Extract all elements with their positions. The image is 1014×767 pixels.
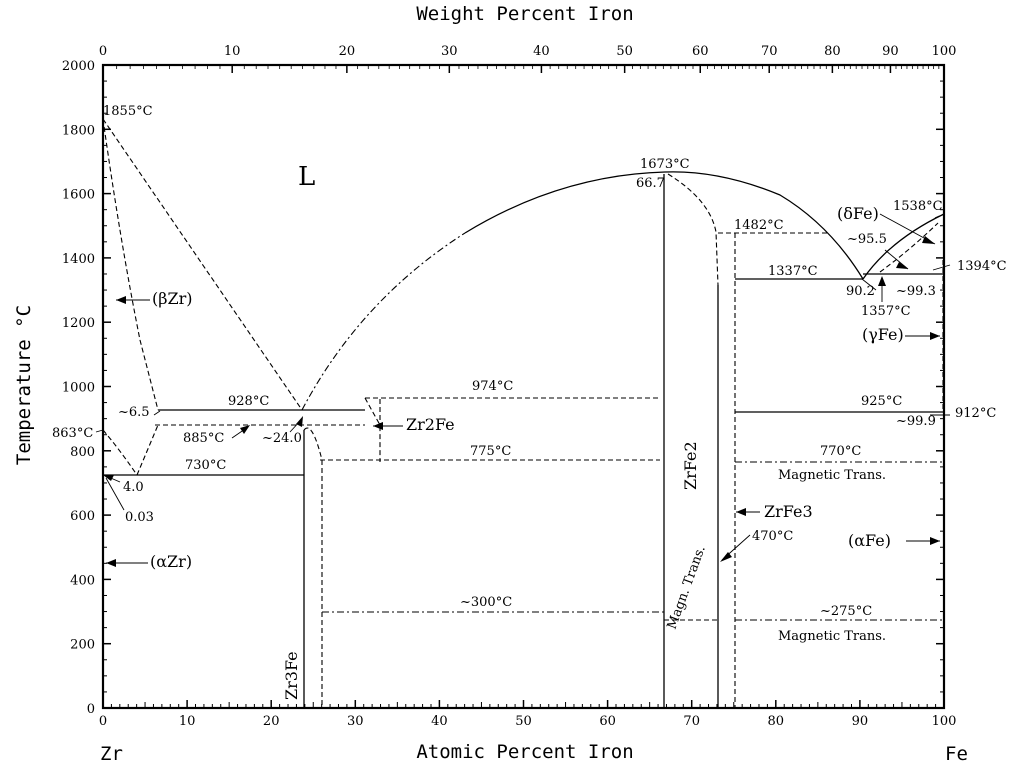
y-tick-label: 800 (70, 445, 95, 460)
top-tick-label: 70 (761, 44, 778, 59)
y-tick-label: 400 (70, 573, 95, 588)
label-300: ~300°C (460, 595, 512, 610)
y-tick-label: 1200 (62, 316, 95, 331)
phase-delta-fe: (δFe) (837, 204, 879, 223)
label-66-7: 66.7 (636, 176, 665, 191)
label-95-5: ~95.5 (847, 232, 887, 247)
top-tick-label: 0 (99, 44, 107, 59)
top-axis-title: Weight Percent Iron (416, 3, 633, 25)
top-tick-label: 30 (441, 44, 458, 59)
top-tick-label: 100 (932, 44, 957, 59)
right-element-label: Fe (945, 743, 968, 765)
y-tick-label: 600 (70, 509, 95, 524)
zr-liquidus (102, 118, 303, 411)
y-tick-label: 0 (87, 702, 95, 717)
zr3fe-top (303, 427, 323, 461)
label-99-3: ~99.3 (896, 284, 936, 299)
label-928: 928°C (228, 394, 269, 409)
phase-beta-zr: (βZr) (152, 289, 193, 308)
beta-zr-eutectoid (136, 424, 159, 476)
phase-gamma-fe: (γFe) (862, 325, 904, 344)
label-1482: 1482°C (734, 218, 784, 233)
label-770: 770°C (820, 444, 861, 459)
left-element-label: Zr (100, 743, 123, 765)
phase-zrfe3: ZrFe3 (764, 502, 813, 521)
annotations: 1855°C 1673°C 66.7 1482°C 1538°C ~95.5 1… (52, 104, 1007, 644)
label-775: 775°C (470, 444, 511, 459)
top-tick-label: 80 (824, 44, 841, 59)
label-1357: 1357°C (861, 304, 911, 319)
label-4-0: 4.0 (123, 480, 144, 495)
label-1855: 1855°C (103, 104, 153, 119)
label-974: 974°C (472, 379, 513, 394)
x-tick-label: 10 (179, 714, 196, 729)
label-90-2: 90.2 (846, 284, 875, 299)
phase-alpha-zr: (αZr) (150, 552, 192, 571)
x-tick-label: 90 (852, 714, 869, 729)
label-1673: 1673°C (640, 157, 690, 172)
label-magnetic-trans-upper: Magnetic Trans. (778, 468, 886, 483)
label-24-0: ~24.0 (262, 431, 302, 446)
y-tick-label: 1400 (62, 252, 95, 267)
x-tick-label: 40 (431, 714, 448, 729)
phase-boundaries (102, 118, 945, 708)
beta-zr-solidus (102, 118, 159, 411)
label-1394: 1394°C (957, 259, 1007, 274)
top-tick-label: 60 (692, 44, 709, 59)
label-magn-trans-zrfe2: Magn. Trans. (665, 544, 709, 632)
top-tick-label: 90 (882, 44, 899, 59)
label-275: ~275°C (820, 604, 872, 619)
x-tick-label: 80 (768, 714, 785, 729)
label-99-9: ~99.9 (896, 414, 936, 429)
leader-arrows (95, 213, 951, 567)
label-1337: 1337°C (768, 264, 818, 279)
x-tick-label: 0 (99, 714, 107, 729)
delta-fe-solidus (879, 213, 945, 273)
liquidus-left-dashed (301, 232, 466, 411)
x-tick-label: 100 (932, 714, 957, 729)
label-730: 730°C (185, 458, 226, 473)
label-912: 912°C (955, 406, 996, 421)
label-885: 885°C (183, 431, 224, 446)
phase-alpha-fe: (αFe) (848, 531, 891, 550)
beta-zr-lower (102, 429, 138, 476)
y-tick-label: 200 (70, 638, 95, 653)
zrfe2-right-boundary (667, 173, 719, 286)
x-tick-label: 30 (347, 714, 364, 729)
delta-fe-liquidus (862, 213, 945, 280)
label-1538: 1538°C (893, 199, 943, 214)
bottom-axis-title: Atomic Percent Iron (416, 741, 633, 763)
y-tick-label: 1600 (62, 188, 95, 203)
phase-zrfe2: ZrFe2 (681, 441, 700, 490)
label-0-03: 0.03 (125, 510, 154, 525)
x-tick-label: 70 (683, 714, 700, 729)
x-tick-label: 60 (599, 714, 616, 729)
top-tick-label: 20 (339, 44, 356, 59)
axis-ticks: 0 10 20 30 40 50 60 70 80 90 1000 10 20 30 40 50 60 70 80 9… (62, 44, 957, 729)
phase-liquid: L (298, 162, 315, 192)
y-tick-label: 1000 (62, 381, 95, 396)
x-tick-label: 50 (515, 714, 532, 729)
liquidus-dome (464, 171, 864, 280)
phase-zr3fe: Zr3Fe (282, 651, 301, 700)
y-tick-label: 2000 (62, 59, 95, 74)
y-tick-label: 1800 (62, 123, 95, 138)
zr2fe-region (364, 397, 381, 462)
label-470: 470°C (752, 529, 793, 544)
x-tick-label: 20 (263, 714, 280, 729)
top-tick-label: 10 (224, 44, 241, 59)
label-6-5: ~6.5 (118, 405, 150, 420)
label-magnetic-trans-lower: Magnetic Trans. (778, 629, 886, 644)
top-tick-label: 40 (533, 44, 550, 59)
label-925: 925°C (861, 394, 902, 409)
top-tick-label: 50 (616, 44, 633, 59)
left-axis-title: Temperature °C (13, 305, 35, 465)
phase-zr2fe: Zr2Fe (406, 415, 455, 434)
label-863: 863°C (52, 426, 93, 441)
